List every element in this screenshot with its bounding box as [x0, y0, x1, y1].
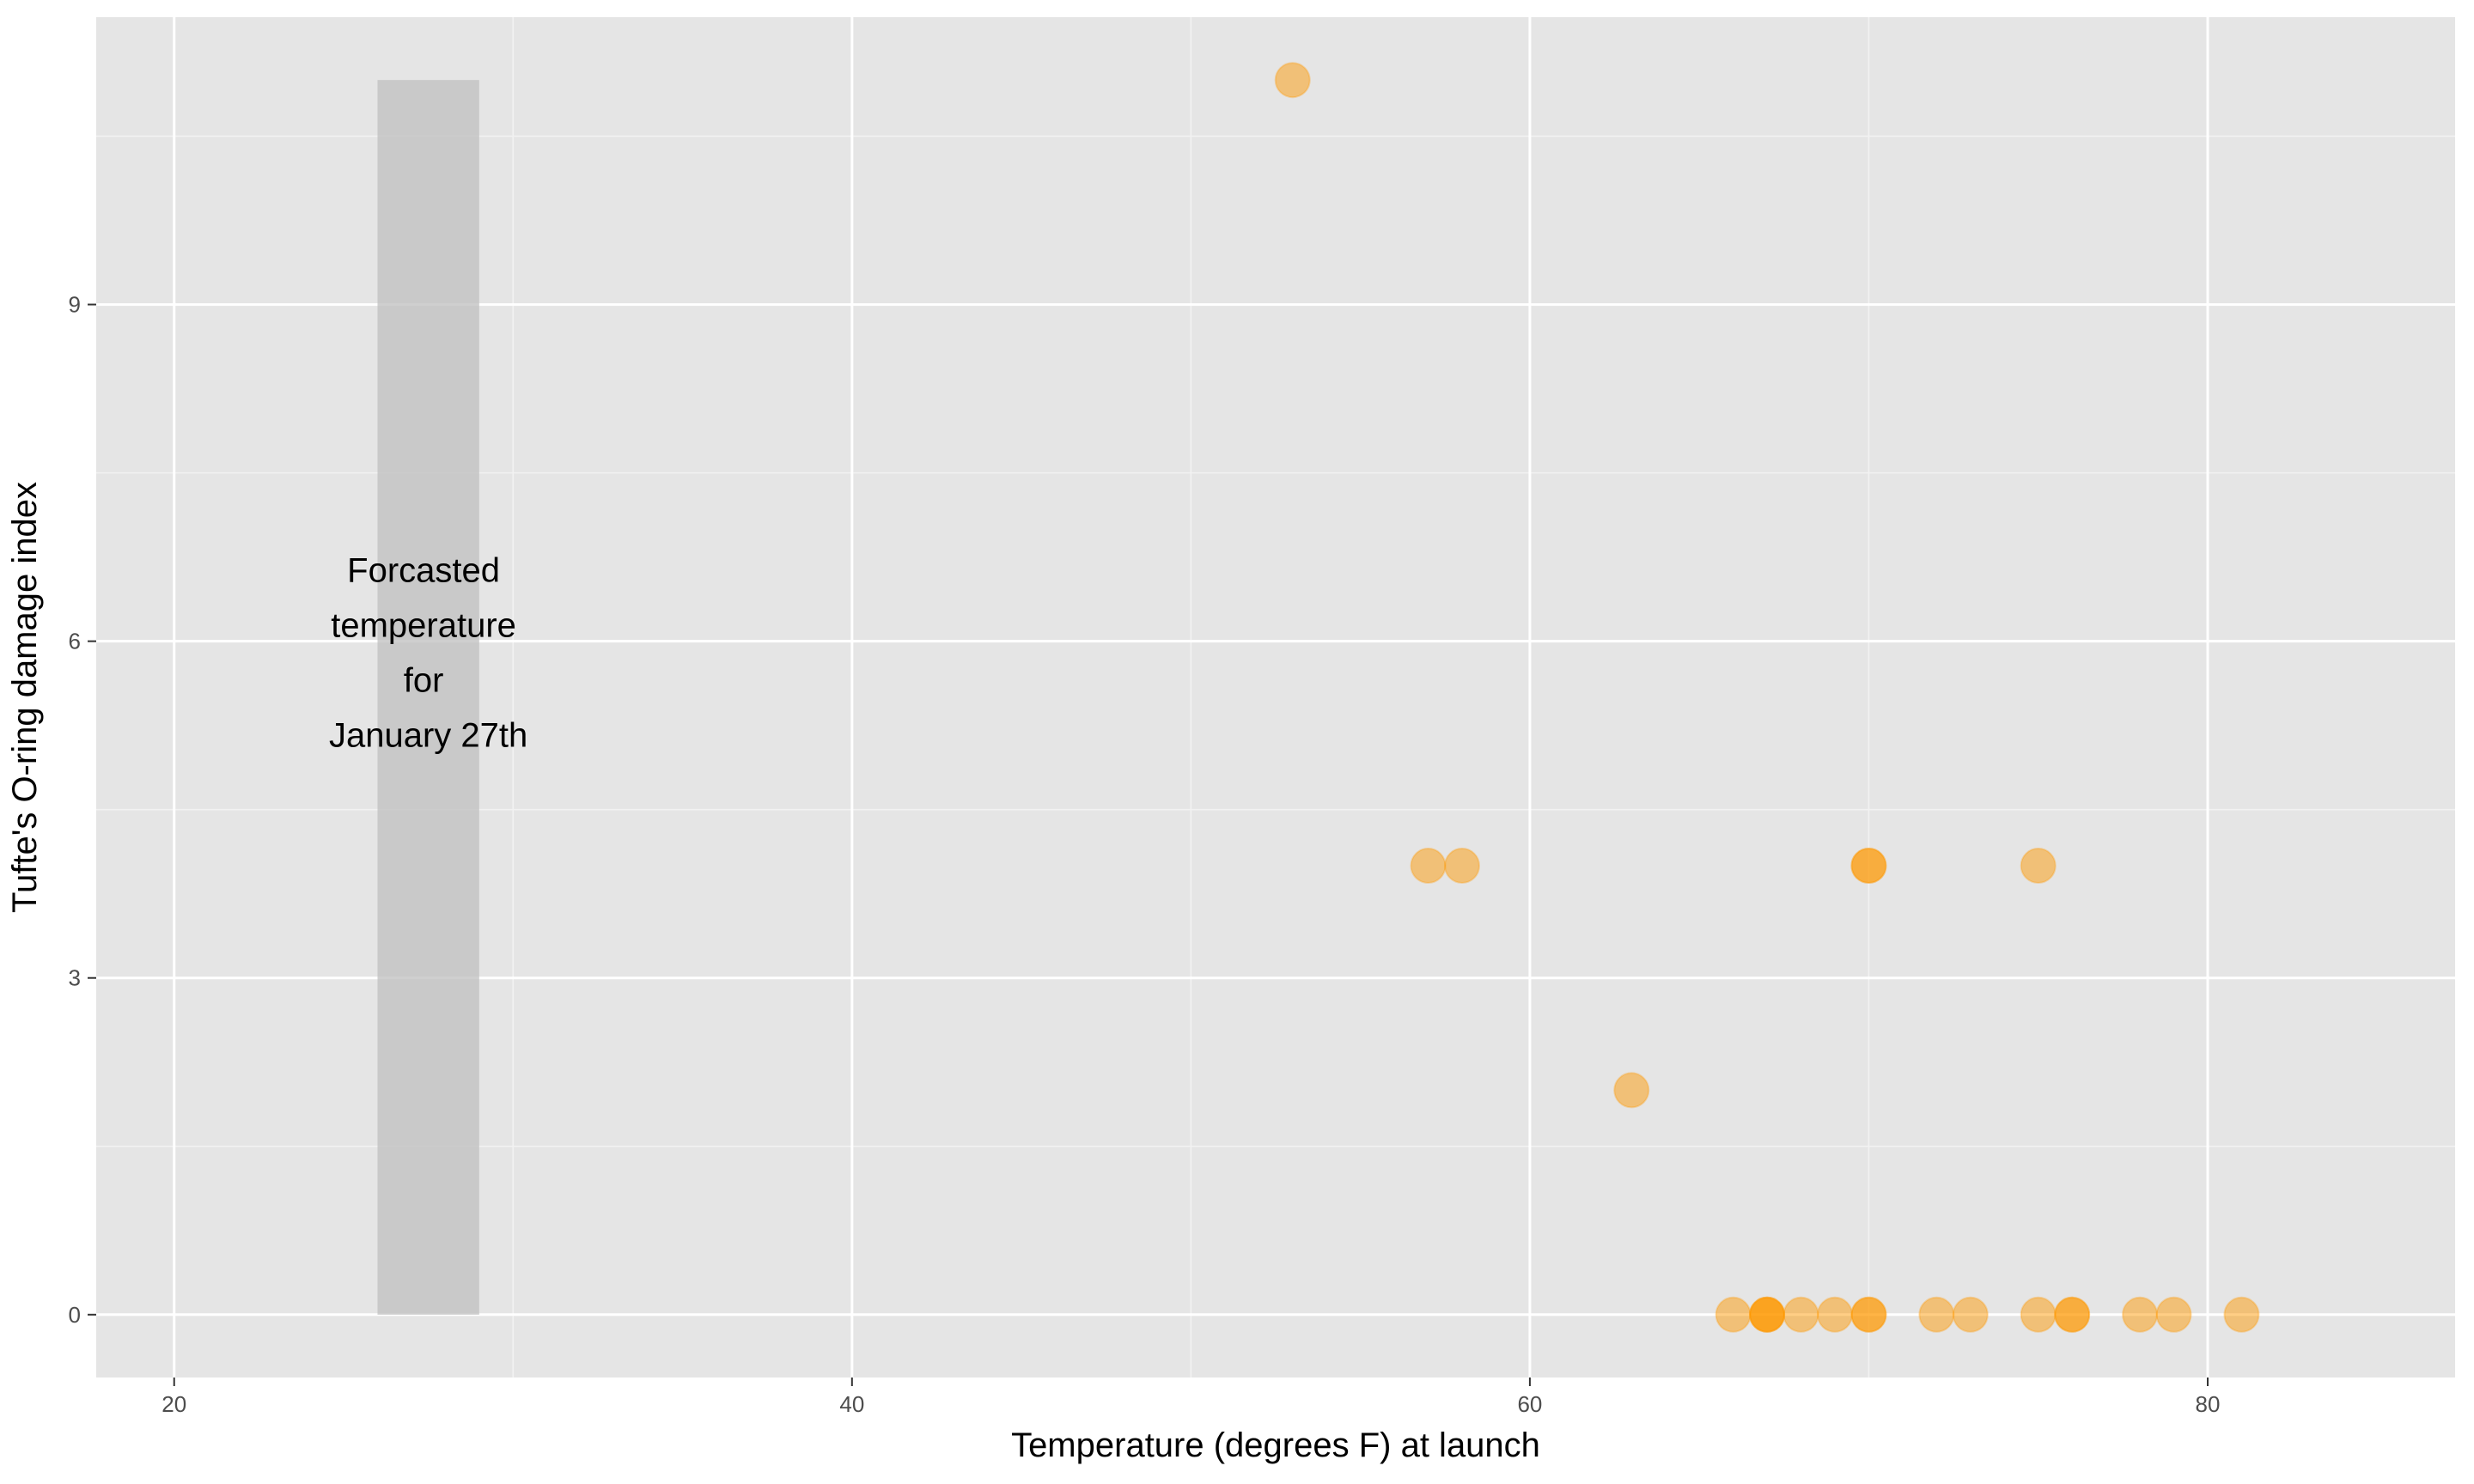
data-point [1274, 62, 1311, 99]
y-axis-title: Tufte's O-ring damage index [6, 482, 44, 913]
minor-gridlines [96, 17, 2455, 1378]
x-axis: 20 40 60 80 [161, 1378, 2220, 1417]
data-point [1410, 848, 1447, 885]
data-point [1918, 1296, 1955, 1333]
data-point [1749, 1296, 1786, 1333]
data-point [1850, 848, 1887, 885]
data-point [1816, 1296, 1853, 1333]
y-tick-label: 3 [69, 965, 81, 991]
data-point [1952, 1296, 1989, 1333]
data-point [1850, 848, 1887, 885]
y-tick-label: 0 [69, 1302, 81, 1328]
data-point [2223, 1296, 2260, 1333]
y-tick-label: 6 [69, 629, 81, 654]
data-point [2122, 1296, 2159, 1333]
annotation-line: Forcasted [347, 552, 500, 590]
data-point [2155, 1296, 2192, 1333]
major-gridlines [96, 17, 2455, 1378]
data-point [2020, 848, 2057, 885]
data-point [1749, 1296, 1786, 1333]
annotation-line: for [404, 662, 444, 700]
data-point [1613, 1072, 1650, 1109]
forecast-annotation: Forcasted temperature for January 27th [329, 552, 527, 755]
data-point [1443, 848, 1480, 885]
data-point [1749, 1296, 1786, 1333]
data-point [1850, 1296, 1887, 1333]
data-point [1782, 1296, 1819, 1333]
annotation-line: temperature [331, 607, 516, 645]
x-tick-label: 60 [1517, 1391, 1542, 1417]
x-tick-label: 20 [161, 1391, 186, 1417]
y-axis: 0 3 6 9 [69, 292, 96, 1328]
y-tick-label: 9 [69, 292, 81, 318]
data-point [2054, 1296, 2091, 1333]
data-point [1715, 1296, 1752, 1333]
x-tick-label: 80 [2196, 1391, 2221, 1417]
plot-panel [96, 17, 2455, 1378]
data-point [2020, 1296, 2057, 1333]
data-points [1274, 62, 2260, 1333]
x-axis-title: Temperature (degrees F) at launch [1011, 1426, 1540, 1464]
data-point [2054, 1296, 2091, 1333]
data-point [1850, 1296, 1887, 1333]
forecast-temperature-band [377, 80, 479, 1315]
x-tick-label: 40 [839, 1391, 864, 1417]
annotation-line: January 27th [329, 717, 527, 755]
